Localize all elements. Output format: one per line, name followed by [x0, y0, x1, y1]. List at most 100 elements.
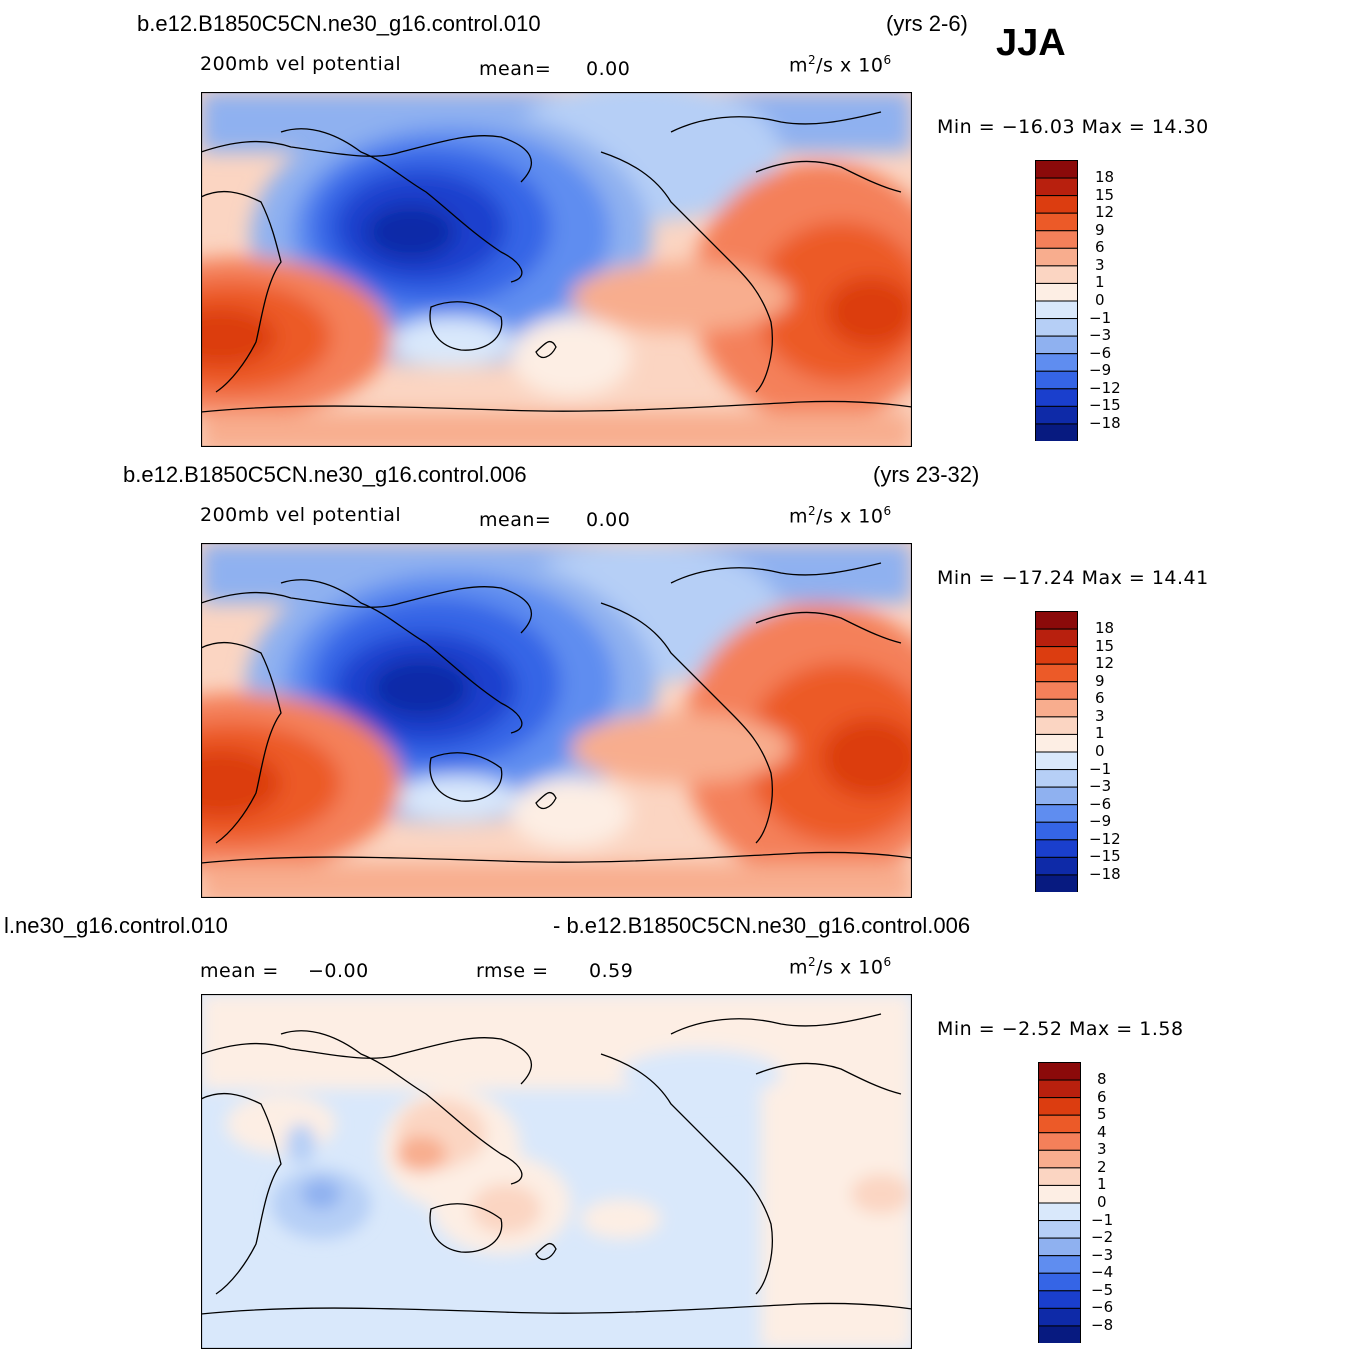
colorbar-box [1035, 247, 1078, 267]
colorbar-level-label: −3 [1089, 777, 1112, 796]
panel2-colorbar [1035, 611, 1078, 892]
colorbar-level-label: −6 [1089, 794, 1112, 813]
colorbar-box [1038, 1149, 1081, 1169]
colorbar-box [1035, 663, 1078, 683]
colorbar-box [1035, 804, 1078, 823]
panel1-minmax: Min = −16.03 Max = 14.30 [937, 116, 1209, 138]
colorbar-level-label: −12 [1089, 378, 1121, 397]
colorbar-level-label: −6 [1091, 1298, 1114, 1317]
colorbar-box [1038, 1114, 1081, 1134]
panel3-mean-label: mean = [200, 960, 279, 982]
panel1-units: m2/s x 106 [789, 53, 892, 77]
panel3-colorbar [1038, 1062, 1081, 1343]
panel1-years: (yrs 2-6) [886, 11, 968, 36]
colorbar-level-label: 2 [1097, 1157, 1107, 1176]
panel2-minmax: Min = −17.24 Max = 14.41 [937, 567, 1209, 589]
colorbar-level-label: −1 [1091, 1210, 1114, 1229]
colorbar-box [1035, 230, 1078, 249]
colorbar-level-label: 0 [1095, 290, 1105, 309]
panel1-mean-label: mean= [479, 58, 552, 80]
colorbar-box [1035, 628, 1078, 648]
panel3-rmse-label: rmse = [476, 960, 549, 982]
colorbar-box [1038, 1062, 1081, 1081]
panel3-units: m2/s x 106 [789, 955, 892, 979]
colorbar-box [1038, 1132, 1081, 1151]
colorbar-box [1035, 335, 1078, 355]
colorbar-level-label: −3 [1091, 1245, 1114, 1264]
colorbar-box [1035, 716, 1078, 735]
panel2-units: m2/s x 106 [789, 504, 892, 528]
colorbar-level-label: −9 [1089, 812, 1112, 831]
panel3-minmax: Min = −2.52 Max = 1.58 [937, 1018, 1184, 1040]
colorbar-level-label: −12 [1089, 829, 1121, 848]
colorbar-level-label: −18 [1089, 413, 1121, 432]
colorbar-box [1035, 786, 1078, 806]
colorbar-level-label: −6 [1089, 343, 1112, 362]
colorbar-box [1038, 1255, 1081, 1274]
colorbar-level-label: 4 [1097, 1122, 1107, 1141]
panel2-mean-label: mean= [479, 509, 552, 531]
colorbar-level-label: 18 [1095, 168, 1115, 186]
panel1-field-name: 200mb vel potential [200, 53, 402, 75]
panel3-mean-value: −0.00 [308, 960, 369, 982]
colorbar-box [1035, 874, 1078, 892]
colorbar-box [1035, 282, 1078, 302]
colorbar-level-label: −4 [1091, 1263, 1114, 1282]
colorbar-box [1035, 821, 1078, 841]
colorbar-level-label: 15 [1095, 636, 1115, 655]
colorbar-level-label: 6 [1095, 689, 1105, 708]
colorbar-level-label: 9 [1095, 220, 1105, 239]
colorbar-level-label: −1 [1089, 308, 1112, 327]
colorbar-box [1035, 733, 1078, 753]
colorbar-level-label: 9 [1095, 671, 1105, 690]
colorbar-box [1035, 318, 1078, 337]
colorbar-level-label: −1 [1089, 759, 1112, 778]
panel2-field-name: 200mb vel potential [200, 504, 402, 526]
colorbar-box [1038, 1097, 1081, 1116]
panel3-case-right: - b.e12.B1850C5CN.ne30_g16.control.006 [553, 913, 971, 938]
colorbar-box [1035, 212, 1078, 232]
colorbar-box [1038, 1184, 1081, 1204]
colorbar-box [1038, 1272, 1081, 1292]
panel1-case-title: b.e12.B1850C5CN.ne30_g16.control.010 [137, 11, 541, 36]
colorbar-level-label: 12 [1095, 654, 1115, 673]
colorbar-level-label: −8 [1091, 1315, 1114, 1334]
colorbar-level-label: 1 [1095, 273, 1105, 292]
colorbar-box [1035, 370, 1078, 390]
colorbar-level-label: −9 [1089, 361, 1112, 380]
colorbar-box [1038, 1079, 1081, 1099]
colorbar-box [1038, 1220, 1081, 1239]
panel2-years: (yrs 23-32) [873, 462, 980, 487]
colorbar-box [1035, 160, 1078, 179]
colorbar-level-label: 12 [1095, 203, 1115, 222]
colorbar-box [1038, 1307, 1081, 1327]
colorbar-box [1035, 265, 1078, 284]
panel2-mean-value: 0.00 [586, 509, 631, 531]
colorbar-level-label: 1 [1097, 1175, 1107, 1194]
colorbar-level-label: −18 [1089, 864, 1121, 883]
colorbar-level-label: 15 [1095, 185, 1115, 204]
colorbar-box [1035, 769, 1078, 788]
colorbar-level-label: 8 [1097, 1070, 1107, 1088]
panel3-map [201, 994, 912, 1349]
colorbar-level-label: 3 [1097, 1140, 1107, 1159]
colorbar-box [1035, 388, 1078, 407]
colorbar-level-label: 5 [1097, 1105, 1107, 1124]
colorbar-level-label: 0 [1095, 741, 1105, 760]
colorbar-box [1038, 1202, 1081, 1222]
colorbar-level-label: −15 [1089, 396, 1121, 415]
colorbar-box [1035, 839, 1078, 858]
colorbar-level-label: 6 [1095, 238, 1105, 257]
panel1-colorbar [1035, 160, 1078, 441]
colorbar-level-label: 1 [1095, 724, 1105, 743]
colorbar-box [1038, 1237, 1081, 1257]
colorbar-box [1035, 300, 1078, 320]
panel2-map [201, 543, 912, 898]
colorbar-box [1038, 1325, 1081, 1343]
colorbar-box [1035, 646, 1078, 665]
colorbar-box [1035, 751, 1078, 771]
colorbar-level-label: 0 [1097, 1192, 1107, 1211]
panel2-case-title: b.e12.B1850C5CN.ne30_g16.control.006 [123, 462, 527, 487]
colorbar-level-label: 6 [1097, 1087, 1107, 1106]
colorbar-box [1035, 681, 1078, 700]
